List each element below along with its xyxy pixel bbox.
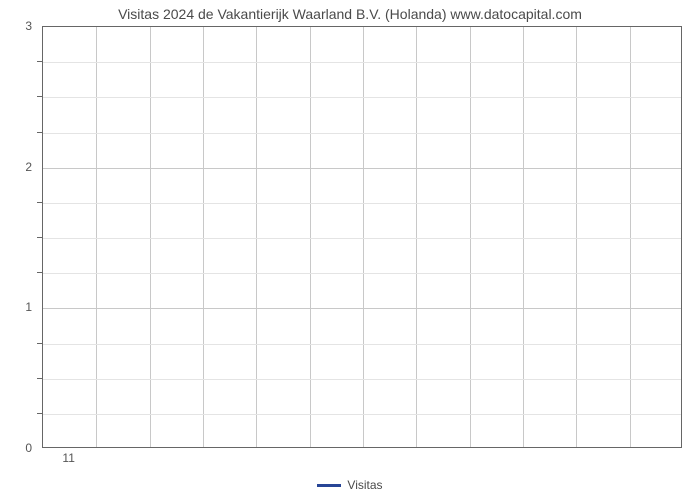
y-tick-label: 0 xyxy=(0,441,32,455)
y-minor-tick xyxy=(37,413,42,414)
grid-line-horizontal-minor xyxy=(43,273,681,274)
plot-area xyxy=(42,26,682,448)
y-minor-tick xyxy=(37,237,42,238)
grid-line-vertical xyxy=(416,27,417,447)
legend-swatch xyxy=(317,484,341,487)
grid-line-horizontal-minor xyxy=(43,97,681,98)
grid-line-horizontal-minor xyxy=(43,62,681,63)
y-minor-tick xyxy=(37,132,42,133)
y-minor-tick xyxy=(37,96,42,97)
y-tick-label: 3 xyxy=(0,19,32,33)
chart-title: Visitas 2024 de Vakantierijk Waarland B.… xyxy=(0,6,700,22)
grid-line-vertical xyxy=(470,27,471,447)
grid-line-horizontal-major xyxy=(43,168,681,169)
grid-line-vertical xyxy=(150,27,151,447)
grid-line-vertical xyxy=(630,27,631,447)
y-tick-label: 1 xyxy=(0,300,32,314)
grid-line-vertical xyxy=(363,27,364,447)
grid-line-horizontal-minor xyxy=(43,344,681,345)
grid-line-horizontal-minor xyxy=(43,414,681,415)
y-minor-tick xyxy=(37,202,42,203)
legend-label: Visitas xyxy=(347,478,382,492)
grid-line-vertical xyxy=(256,27,257,447)
grid-line-vertical xyxy=(576,27,577,447)
grid-line-horizontal-minor xyxy=(43,203,681,204)
chart-container: Visitas 2024 de Vakantierijk Waarland B.… xyxy=(0,0,700,500)
grid-line-horizontal-minor xyxy=(43,133,681,134)
grid-line-horizontal-minor xyxy=(43,379,681,380)
grid-line-vertical xyxy=(96,27,97,447)
y-minor-tick xyxy=(37,378,42,379)
grid-line-horizontal-major xyxy=(43,308,681,309)
y-minor-tick xyxy=(37,61,42,62)
y-minor-tick xyxy=(37,272,42,273)
y-minor-tick xyxy=(37,343,42,344)
grid-line-vertical xyxy=(310,27,311,447)
x-tick-label: 11 xyxy=(49,451,89,465)
y-tick-label: 2 xyxy=(0,160,32,174)
grid-line-vertical xyxy=(523,27,524,447)
grid-line-vertical xyxy=(203,27,204,447)
legend: Visitas xyxy=(0,478,700,492)
grid-line-horizontal-minor xyxy=(43,238,681,239)
